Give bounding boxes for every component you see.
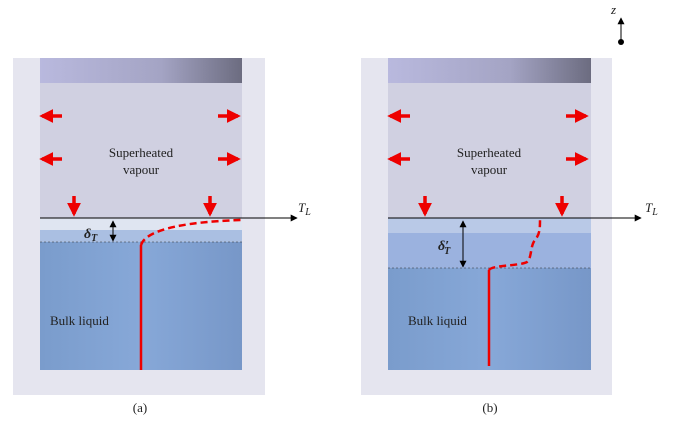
z-axis: z — [610, 2, 624, 45]
vapour-label: Superheated — [109, 145, 174, 160]
vapour-label: vapour — [123, 162, 160, 177]
temperature-label: TL — [645, 200, 658, 218]
interface-band — [40, 218, 242, 230]
thermal-layer — [40, 230, 242, 242]
panel-a: Superheated vapour Bulk liquid δT TL (a) — [13, 58, 311, 415]
subscript: T — [444, 246, 451, 257]
symbol: δ — [84, 227, 91, 242]
subscript: T — [91, 233, 98, 244]
panel-b: Superheated vapour Bulk liquid δ′T TL (b… — [361, 58, 658, 415]
interface-band — [388, 218, 591, 233]
z-origin — [618, 39, 624, 45]
thermal-layer — [388, 233, 591, 268]
panel-label: (a) — [133, 400, 147, 415]
panel-label: (b) — [482, 400, 497, 415]
subscript: L — [651, 207, 658, 218]
heater — [40, 58, 242, 83]
liquid-label: Bulk liquid — [408, 313, 467, 328]
subscript: L — [304, 207, 311, 218]
page: Superheated vapour Bulk liquid δT TL (a)… — [0, 0, 674, 423]
vapour-label: vapour — [471, 162, 508, 177]
liquid-label: Bulk liquid — [50, 313, 109, 328]
z-label: z — [610, 2, 616, 17]
heater — [388, 58, 591, 83]
vapour-label: Superheated — [457, 145, 522, 160]
diagram: Superheated vapour Bulk liquid δT TL (a)… — [0, 0, 674, 423]
temperature-label: TL — [298, 200, 311, 218]
